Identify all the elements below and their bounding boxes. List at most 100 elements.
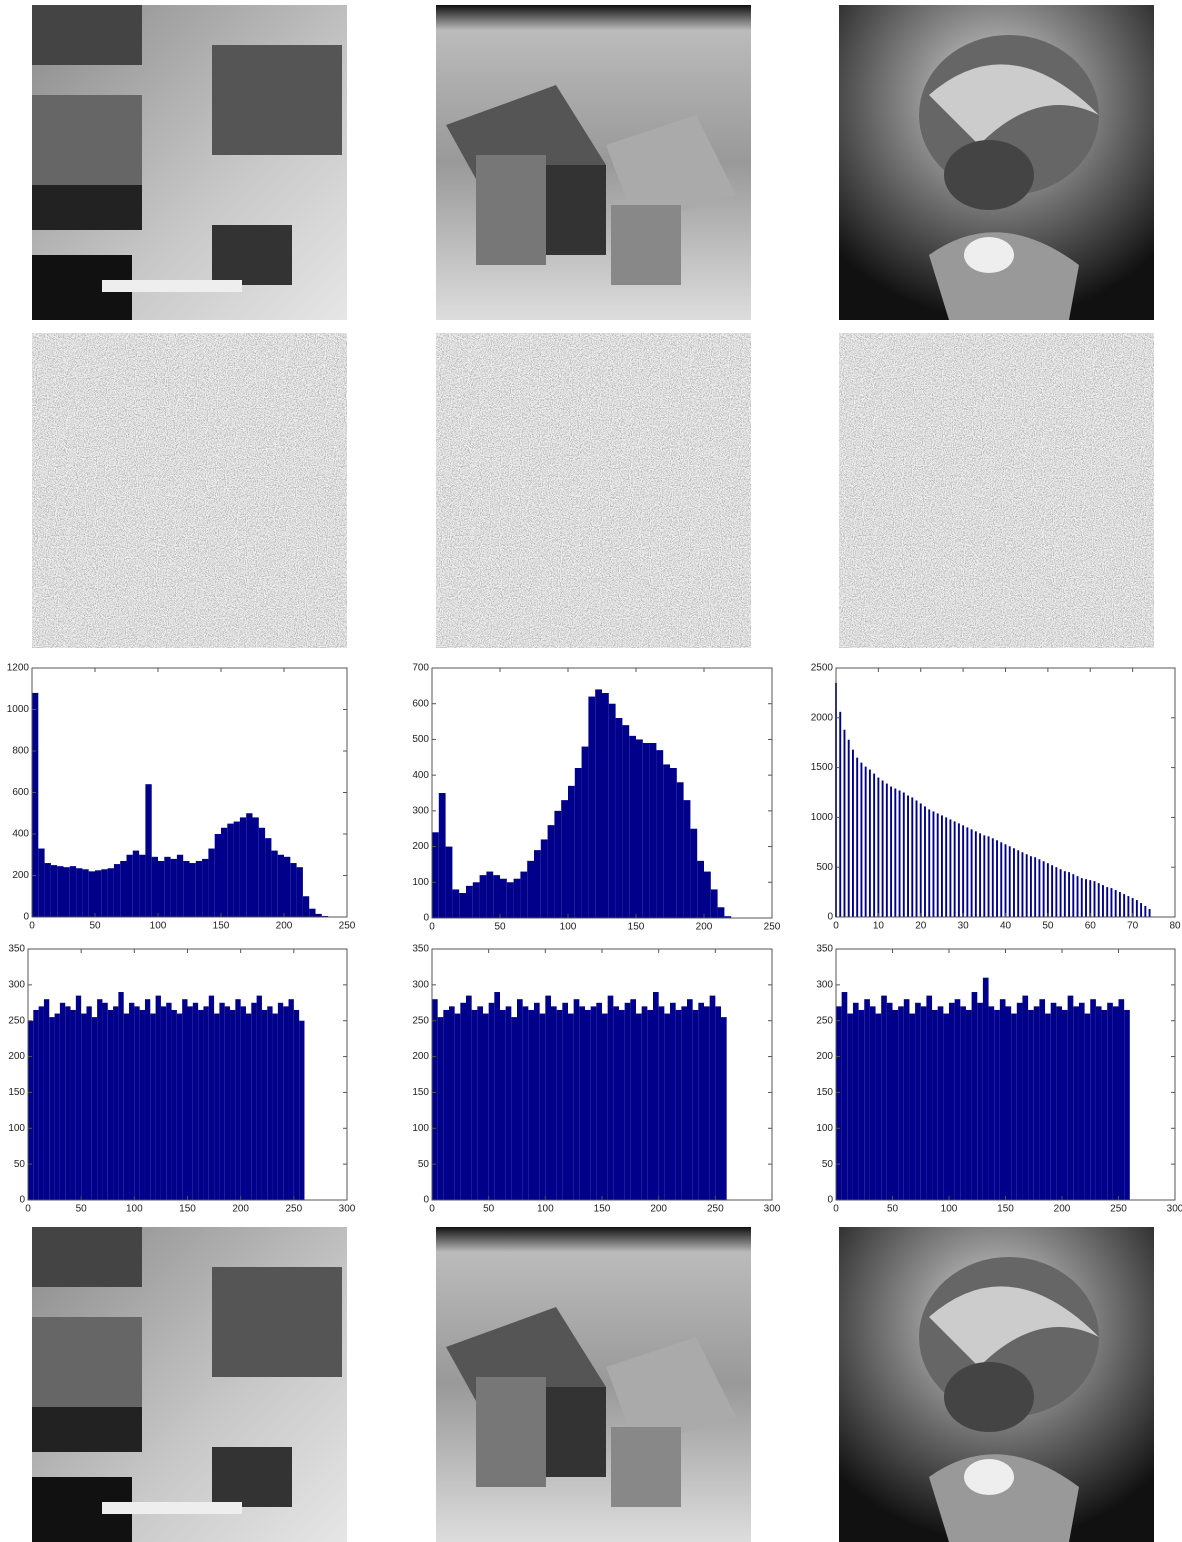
bar [704,1006,710,1200]
y-tick-label: 200 [8,1051,25,1062]
bar [1051,1003,1057,1200]
bar [209,996,214,1200]
y-tick-label: 150 [816,1087,833,1098]
bar [1060,869,1062,917]
x-tick-label: 250 [1110,1204,1127,1215]
bar [932,1010,938,1200]
bar [916,800,918,917]
bar [1068,872,1070,917]
bar [893,1010,899,1200]
x-tick-label: 0 [25,1204,31,1215]
cipher-image-anime [839,333,1154,648]
bar [1085,1014,1091,1200]
bar [541,839,548,918]
bar [208,849,214,917]
y-tick-label: 700 [412,663,429,674]
bar [493,875,500,918]
bar [161,1006,166,1200]
bar [284,857,290,917]
x-tick-label: 50 [483,1204,495,1215]
bar [1089,880,1091,917]
bar [534,1003,540,1200]
x-tick-label: 20 [915,921,927,932]
x-tick-label: 150 [213,921,230,932]
bar [114,864,120,917]
bar [177,1014,182,1200]
bar [514,879,521,918]
bar [882,781,884,917]
bar [289,999,294,1200]
y-tick-label: 0 [23,912,29,923]
bar [677,782,684,918]
bar [251,1003,256,1200]
bar [996,840,998,917]
x-tick-label: 200 [276,921,293,932]
bar [890,787,892,917]
y-tick-label: 250 [816,1015,833,1026]
bar [145,999,150,1200]
bar [690,829,697,918]
bar [994,1010,1000,1200]
bar [477,1006,483,1200]
bar [915,1003,921,1200]
bar [271,851,277,917]
bar [562,1003,568,1200]
bar [1094,881,1096,917]
bar [545,996,551,1200]
bar [1140,903,1142,917]
bar [1077,876,1079,917]
bar [659,1006,665,1200]
bar [230,1010,235,1200]
bar [152,857,158,917]
bar [1006,1006,1012,1200]
bar [45,863,51,917]
bar [129,1003,134,1200]
bar [1096,1006,1102,1200]
bar [1115,890,1117,917]
bar [992,838,994,917]
bar [904,999,910,1200]
y-tick-label: 1000 [7,704,30,715]
bar [1064,871,1066,917]
bar [933,811,935,917]
bar [198,1010,203,1200]
bar [1072,874,1074,917]
bar [977,1003,983,1200]
bar [860,763,862,917]
bar [670,768,677,918]
bar [924,806,926,917]
plain-image-building [32,5,347,320]
x-tick-label: 30 [958,921,970,932]
bar [663,764,670,918]
bar [1038,859,1040,917]
bar [303,896,309,917]
bar [877,778,879,917]
bar [196,861,202,917]
bar [49,1017,54,1200]
bar [650,743,657,918]
bar [227,824,233,917]
bar [608,996,614,1200]
bar [595,689,602,918]
bar [483,1014,489,1200]
bar [602,1014,608,1200]
y-tick-label: 0 [827,1195,833,1206]
bar [57,866,63,917]
y-tick-label: 1200 [7,663,30,674]
bar [1022,996,1028,1200]
bar [988,836,990,917]
bar [473,882,480,918]
bar [937,813,939,917]
bar [852,750,854,917]
bar [568,1014,574,1200]
bar [1045,1014,1051,1200]
bar [540,1014,546,1200]
bar [466,996,472,1200]
bar [1081,878,1083,917]
bar [134,1006,139,1200]
y-tick-label: 250 [8,1015,25,1026]
bar [711,889,718,918]
bar [202,859,208,917]
bar [718,907,725,918]
bar [1000,842,1002,917]
